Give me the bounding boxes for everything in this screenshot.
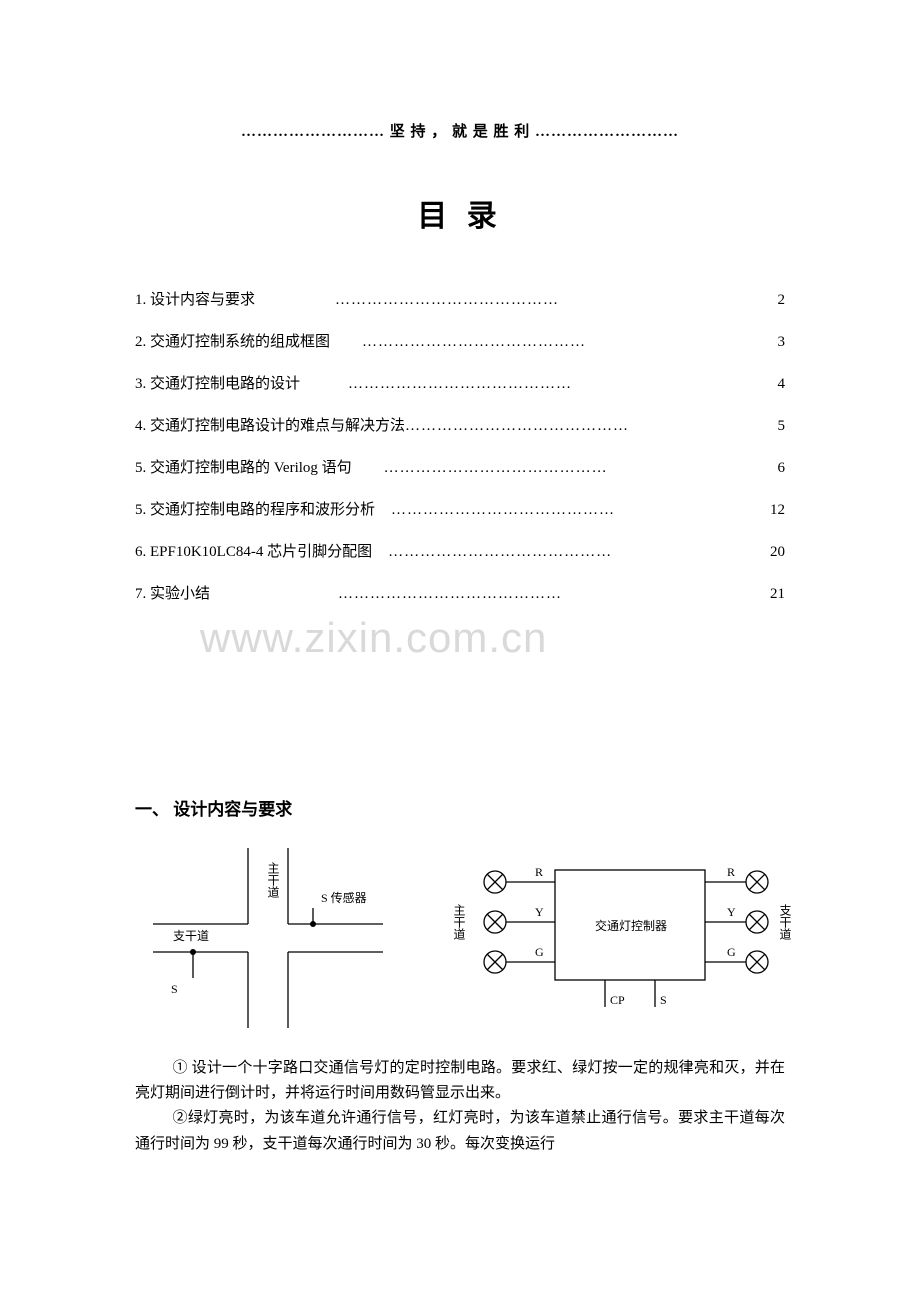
toc-dots: …………………………………… bbox=[405, 405, 777, 447]
body-text: ① 设计一个十字路口交通信号灯的定时控制电路。要求红、绿灯按一定的规律亮和灭，并… bbox=[135, 1056, 785, 1157]
lamp-main-y: Y bbox=[484, 905, 555, 933]
toc-row: 5. 交通灯控制电路的 Verilog 语句 …………………………………… 6 bbox=[135, 447, 785, 489]
s-input-label: S bbox=[660, 993, 667, 1007]
motto: ……………………… 坚 持 ， 就 是 胜 利 ……………………… bbox=[135, 120, 785, 141]
controller-diagram: 交通灯控制器 R Y G R bbox=[445, 852, 785, 1032]
main-road-label: 主干道 bbox=[265, 862, 282, 898]
section-1-title: 一、 设计内容与要求 bbox=[135, 795, 785, 820]
ctrl-right-label: 支干道 bbox=[777, 904, 794, 940]
toc-row: 2. 交通灯控制系统的组成框图 …………………………………… 3 bbox=[135, 321, 785, 363]
toc-page: 20 bbox=[770, 531, 785, 573]
paragraph: ②绿灯亮时，为该车道允许通行信号，红灯亮时，为该车道禁止通行信号。要求主干道每次… bbox=[135, 1106, 785, 1156]
toc-dots: …………………………………… bbox=[255, 279, 777, 321]
s-label: S bbox=[171, 982, 178, 996]
toc-dots: …………………………………… bbox=[372, 531, 770, 573]
toc-label: 3. 交通灯控制电路的设计 bbox=[135, 363, 300, 405]
svg-text:R: R bbox=[727, 865, 735, 879]
lamp-main-g: G bbox=[484, 945, 555, 973]
toc-label: 4. 交通灯控制电路设计的难点与解决方法 bbox=[135, 405, 405, 447]
svg-text:Y: Y bbox=[727, 905, 736, 919]
lamp-main-r: R bbox=[484, 865, 555, 893]
toc-dots: …………………………………… bbox=[352, 447, 778, 489]
diagram: S 传感器 S 支干道 主干道 交通灯控制器 R Y bbox=[135, 848, 785, 1038]
toc-page: 2 bbox=[778, 279, 786, 321]
toc-page: 4 bbox=[778, 363, 786, 405]
svg-text:Y: Y bbox=[535, 905, 544, 919]
svg-text:R: R bbox=[535, 865, 543, 879]
toc-page: 12 bbox=[770, 489, 785, 531]
lamp-branch-r: R bbox=[705, 865, 768, 893]
toc-row: 4. 交通灯控制电路设计的难点与解决方法 …………………………………… 5 bbox=[135, 405, 785, 447]
toc-label: 2. 交通灯控制系统的组成框图 bbox=[135, 321, 330, 363]
toc-row: 3. 交通灯控制电路的设计 …………………………………… 4 bbox=[135, 363, 785, 405]
cp-label: CP bbox=[610, 993, 625, 1007]
lamp-branch-y: Y bbox=[705, 905, 768, 933]
paragraph: ① 设计一个十字路口交通信号灯的定时控制电路。要求红、绿灯按一定的规律亮和灭，并… bbox=[135, 1056, 785, 1106]
toc-dots: …………………………………… bbox=[330, 321, 777, 363]
svg-text:G: G bbox=[535, 945, 544, 959]
toc-label: 5. 交通灯控制电路的程序和波形分析 bbox=[135, 489, 375, 531]
toc-dots: …………………………………… bbox=[375, 489, 770, 531]
toc-dots: …………………………………… bbox=[210, 573, 770, 615]
toc-row: 5. 交通灯控制电路的程序和波形分析 …………………………………… 12 bbox=[135, 489, 785, 531]
toc-row: 6. EPF10K10LC84-4 芯片引脚分配图 ……………………………………… bbox=[135, 531, 785, 573]
toc: 1. 设计内容与要求 …………………………………… 2 2. 交通灯控制系统的组… bbox=[135, 279, 785, 615]
toc-label: 6. EPF10K10LC84-4 芯片引脚分配图 bbox=[135, 531, 372, 573]
branch-road-label: 支干道 bbox=[173, 929, 209, 943]
ctrl-left-label: 主干道 bbox=[451, 904, 468, 940]
controller-label: 交通灯控制器 bbox=[595, 918, 667, 933]
toc-page: 21 bbox=[770, 573, 785, 615]
toc-dots: …………………………………… bbox=[300, 363, 777, 405]
toc-title: 目 录 bbox=[135, 191, 785, 235]
toc-label: 7. 实验小结 bbox=[135, 573, 210, 615]
toc-page: 3 bbox=[778, 321, 786, 363]
toc-page: 6 bbox=[778, 447, 786, 489]
toc-row: 7. 实验小结 …………………………………… 21 bbox=[135, 573, 785, 615]
toc-label: 1. 设计内容与要求 bbox=[135, 279, 255, 321]
lamp-branch-g: G bbox=[705, 945, 768, 973]
toc-row: 1. 设计内容与要求 …………………………………… 2 bbox=[135, 279, 785, 321]
toc-label: 5. 交通灯控制电路的 Verilog 语句 bbox=[135, 447, 352, 489]
svg-text:G: G bbox=[727, 945, 736, 959]
toc-page: 5 bbox=[778, 405, 786, 447]
sensor-label: S 传感器 bbox=[321, 890, 367, 905]
